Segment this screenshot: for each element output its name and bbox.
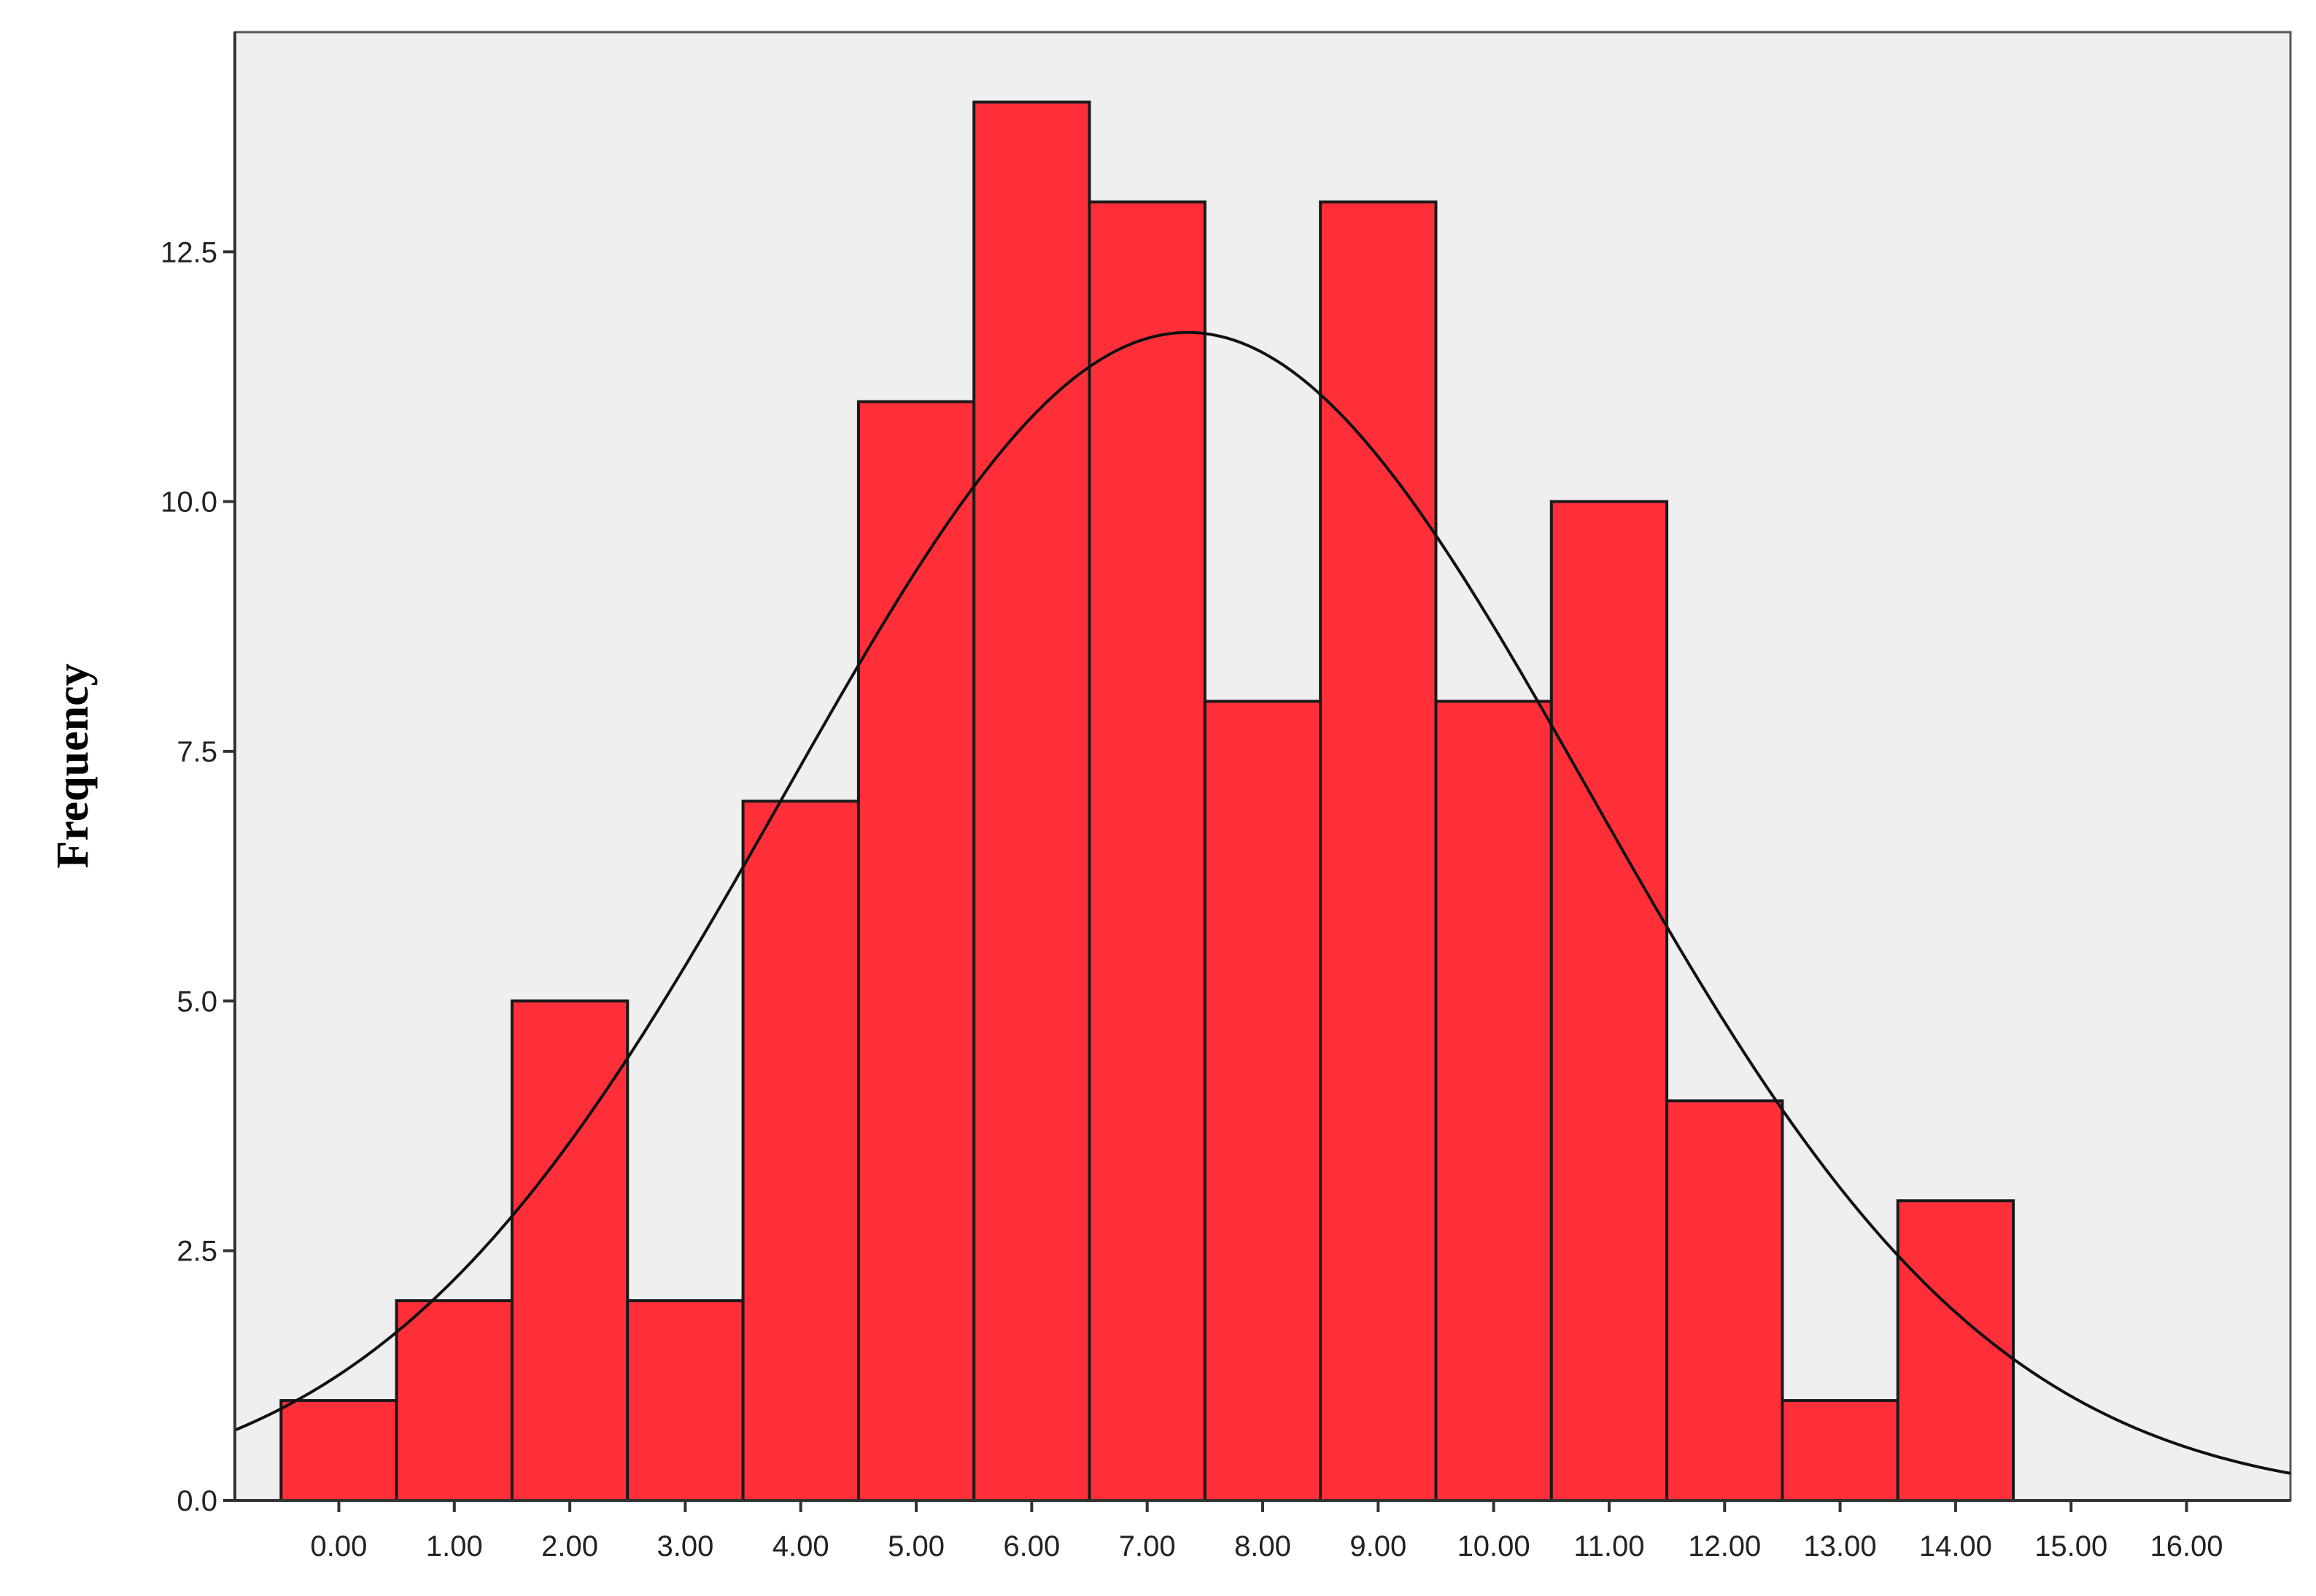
x-tick-label: 9.00	[1349, 1530, 1406, 1562]
x-tick-label: 12.00	[1688, 1530, 1761, 1562]
x-tick-label: 14.00	[1919, 1530, 1992, 1562]
x-tick-label: 3.00	[657, 1530, 713, 1562]
histogram-bar-0.00	[279, 1399, 398, 1503]
y-axis-title: Frequency	[48, 663, 98, 868]
histogram-bar-13.00	[1781, 1399, 1899, 1503]
y-ticks-group: 0.0 2.5 5.0 7.5 10.0 12.5	[160, 236, 235, 1517]
y-tick-label: 7.5	[177, 736, 217, 768]
histogram-bar-3.00	[626, 1299, 745, 1502]
x-tick-label: 2.00	[541, 1530, 598, 1562]
histogram-bar-12.00	[1665, 1099, 1784, 1502]
histogram-bar-4.00	[741, 799, 860, 1502]
x-tick-label: 4.00	[772, 1530, 829, 1562]
x-tick-label: 5.00	[888, 1530, 945, 1562]
histogram-bar-5.00	[856, 400, 976, 1502]
x-tick-label: 15.00	[2034, 1530, 2107, 1562]
bars-group	[279, 100, 2015, 1503]
y-tick-label: 10.0	[160, 487, 217, 519]
histogram-bar-1.00	[395, 1299, 514, 1502]
y-tick-label: 0.0	[177, 1485, 217, 1517]
x-tick-label: 6.00	[1003, 1530, 1060, 1562]
histogram-bar-11.00	[1549, 500, 1669, 1502]
y-tick-label: 5.0	[177, 985, 217, 1018]
histogram-bar-7.00	[1088, 200, 1207, 1503]
x-tick-label: 0.00	[311, 1530, 368, 1562]
histogram-bar-6.00	[972, 100, 1091, 1502]
histogram-bar-9.00	[1319, 200, 1438, 1503]
y-tick-label: 12.5	[160, 236, 217, 268]
histogram-bar-10.00	[1434, 700, 1553, 1503]
x-tick-label: 11.00	[1573, 1530, 1644, 1562]
x-tick-label: 8.00	[1234, 1530, 1291, 1562]
histogram-bar-2.00	[510, 999, 630, 1502]
y-tick-label: 2.5	[177, 1236, 217, 1268]
normal-curve	[234, 330, 2291, 1475]
histogram-bar-8.00	[1203, 700, 1322, 1503]
x-tick-label: 1.00	[426, 1530, 483, 1562]
x-tick-label: 7.00	[1119, 1530, 1176, 1562]
x-ticks-group: 0.00 1.00 2.00 3.00 4.00 5.00 6.00 7.00 8.00 9.00…	[311, 1500, 2223, 1562]
x-tick-label: 16.00	[2150, 1530, 2223, 1562]
x-tick-label: 10.00	[1457, 1530, 1530, 1562]
x-tick-label: 13.00	[1804, 1530, 1877, 1562]
histogram-bar-14.00	[1896, 1199, 2015, 1503]
